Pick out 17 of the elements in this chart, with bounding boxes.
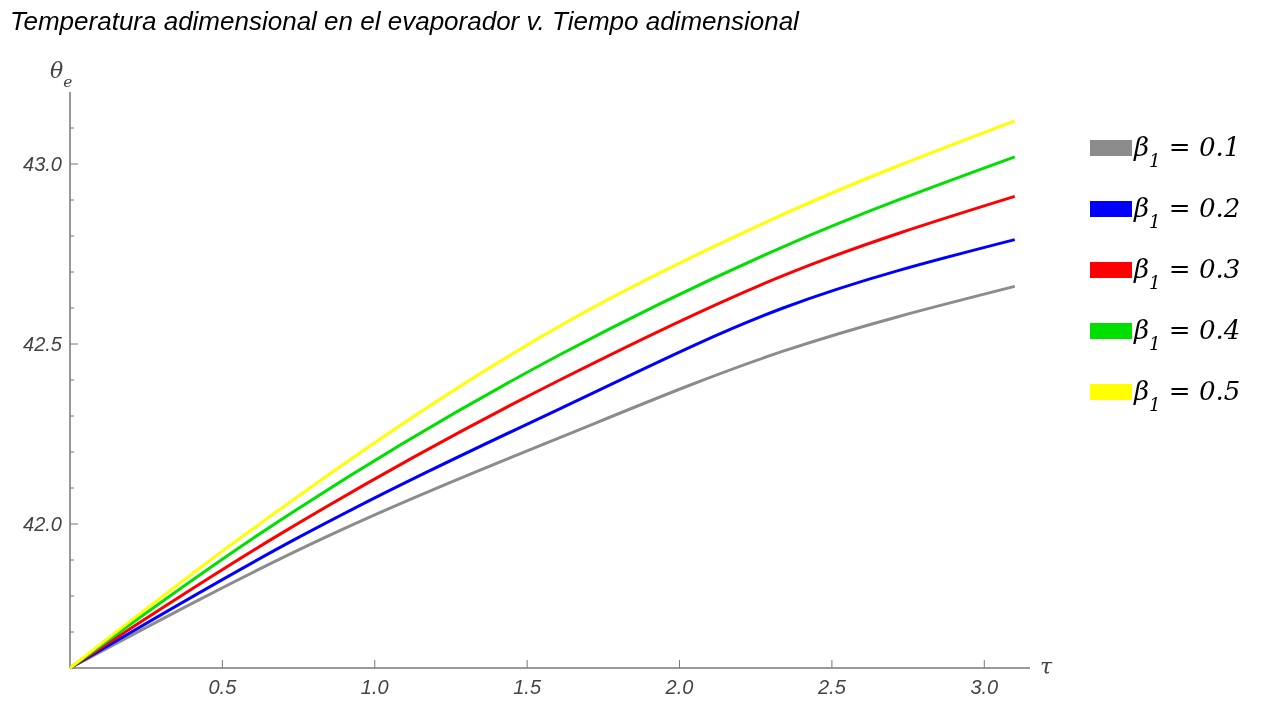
y-tick-label: 42.0 [23,513,62,535]
y-axis-title: θ$_{e}$ [50,58,73,91]
y-tick-label: 43.0 [23,153,62,175]
legend-label: β$_{1}$ = 0.4 [1133,315,1241,354]
y-tick-label: 42.5 [23,333,63,355]
x-tick-label: 3.0 [970,676,999,698]
x-tick-label: 0.5 [208,676,238,698]
x-tick-label: 1.5 [513,676,542,698]
x-tick-label: 2.5 [817,676,847,698]
x-axis-title: τ [1040,654,1053,679]
x-tick-label: 2.0 [664,676,694,698]
x-tick-label: 1.0 [360,676,389,698]
legend-label: β$_{1}$ = 0.3 [1133,254,1241,293]
chart-title: Temperatura adimensional en el evaporador v. Tiempo adimensional [10,6,801,36]
legend-label: β$_{1}$ = 0.2 [1133,193,1241,232]
legend-label: β$_{1}$ = 0.1 [1133,132,1241,171]
legend-label: β$_{1}$ = 0.5 [1133,376,1241,415]
